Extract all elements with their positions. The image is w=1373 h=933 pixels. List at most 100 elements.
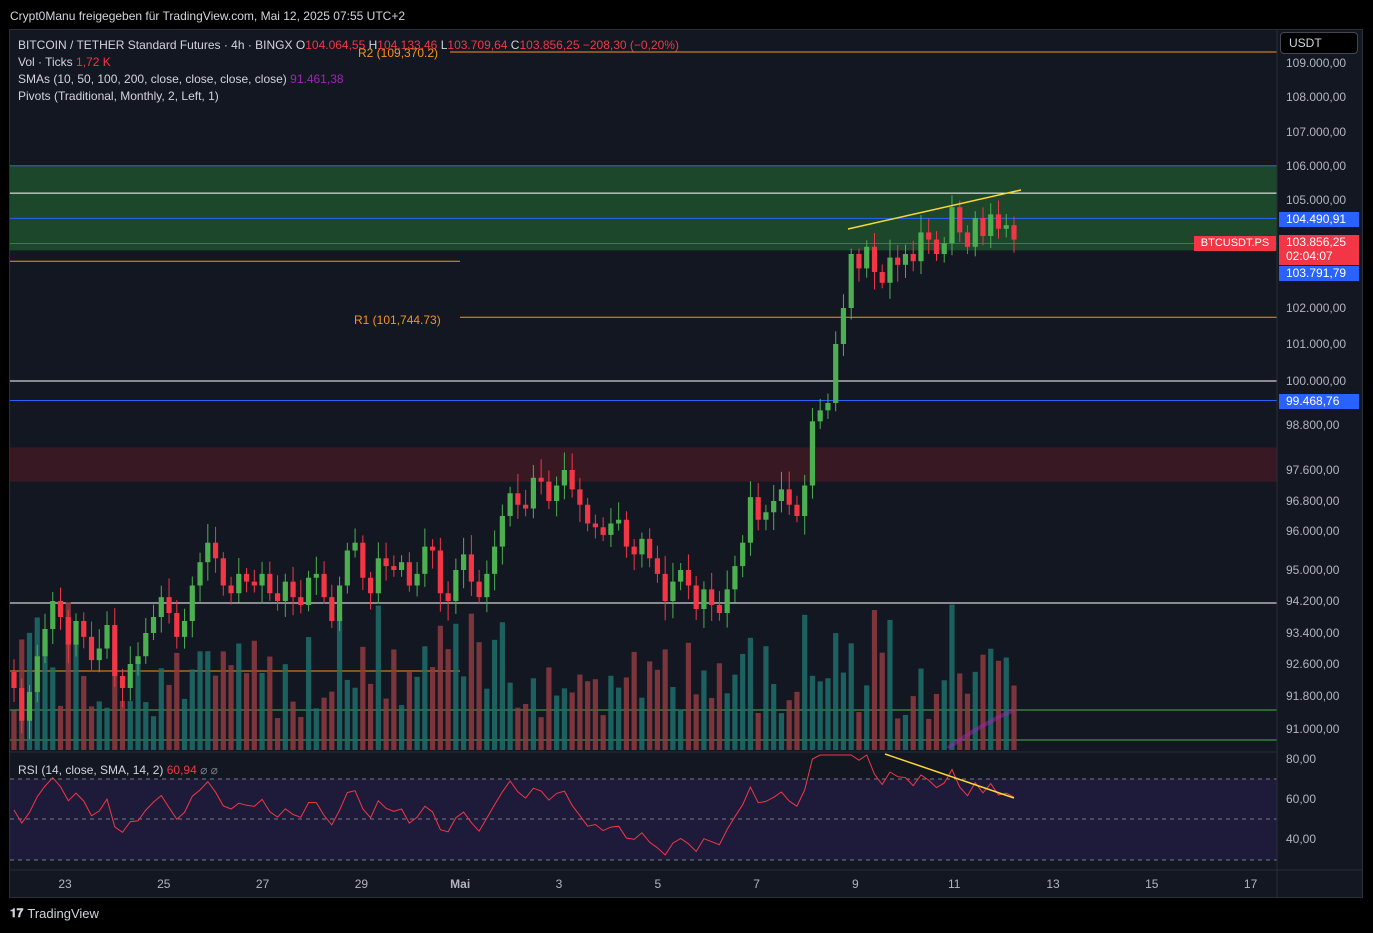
currency-selector[interactable]: USDT (1280, 32, 1358, 54)
volume-bar (670, 687, 676, 750)
share-header: Crypt0Manu freigegeben für TradingView.c… (10, 9, 406, 23)
candle-body (391, 566, 397, 570)
candle-body (856, 254, 862, 269)
volume-bar (189, 669, 195, 750)
candle-body (398, 562, 405, 570)
price-tag-level-a: 104.490,91 (1279, 212, 1359, 227)
candle-body (592, 523, 598, 528)
time-tick: 11 (947, 877, 961, 891)
candle-body (112, 625, 118, 676)
volume-bar (236, 643, 242, 750)
candle-body (941, 243, 947, 254)
last-price-tag: 103.856,25 02:04:07 (1279, 235, 1359, 265)
volume-bar (716, 663, 723, 750)
trend-line-upper (847, 189, 1022, 230)
candle-body (422, 546, 428, 574)
candle-body (546, 481, 552, 501)
price-tick: 96.800,00 (1286, 494, 1340, 508)
volume-bar (313, 708, 319, 750)
volume-bar (949, 604, 955, 750)
time-tick: 15 (1145, 877, 1159, 891)
candle-body (26, 692, 33, 721)
candle-body (755, 497, 761, 520)
footer-brand-name: TradingView (27, 906, 99, 921)
candle-body (282, 581, 288, 601)
pivot-r1-label: R1 (101,744.73) (354, 313, 441, 327)
volume-bar (398, 705, 405, 750)
candle-body (895, 257, 901, 265)
volume-bar (375, 605, 381, 750)
volume-bar (243, 673, 250, 750)
candle-body (127, 664, 133, 688)
last-price-value: 103.856,25 (1286, 235, 1347, 249)
candle-body (430, 546, 436, 551)
pivots-legend-row[interactable]: Pivots (Traditional, Monthly, 2, Left, 1… (18, 88, 679, 105)
price-tick: 109.000,00 (1286, 56, 1347, 70)
candle-body (166, 597, 172, 613)
candle-body (360, 542, 366, 578)
candle-body (189, 585, 195, 621)
candle-body (259, 573, 265, 586)
volume-bar (453, 623, 459, 750)
volume-bar (50, 667, 56, 750)
volume-bar (724, 693, 730, 750)
time-tick: 23 (58, 877, 72, 891)
volume-bar (499, 622, 505, 750)
volume-bar (127, 701, 133, 750)
volume-bar (220, 651, 226, 750)
candle-body (267, 573, 273, 594)
volume-bar (825, 678, 831, 750)
price-tick: 102.000,00 (1286, 301, 1347, 315)
volume-bar (957, 673, 963, 750)
change-value: −208,30 (−0,20%) (582, 38, 679, 52)
volume-bar (298, 717, 304, 750)
volume-bar (879, 652, 885, 750)
volume-bar (228, 665, 234, 750)
candle-body (740, 542, 746, 567)
candle-body (321, 573, 327, 598)
rsi-legend[interactable]: RSI (14, close, SMA, 14, 2) 60,94 ⌀ ⌀ (18, 763, 218, 777)
volume-bar (732, 674, 738, 750)
pivots-label: Pivots (Traditional, Monthly, 2, Left, 1… (18, 89, 219, 103)
candle-body (468, 554, 474, 582)
price-tick: 95.000,00 (1286, 563, 1340, 577)
volume-bar (778, 713, 785, 750)
price-tick: 100.000,00 (1286, 374, 1347, 388)
volume-bar (546, 667, 552, 750)
close-label: C (510, 38, 520, 52)
volume-legend-row[interactable]: Vol · Ticks 1,72 K (18, 54, 679, 71)
volume-bar (11, 710, 17, 750)
volume-bar (205, 651, 211, 750)
price-tick: 94.200,00 (1286, 594, 1340, 608)
volume-bar (336, 616, 343, 750)
volume-bar (740, 653, 746, 750)
candle-body (383, 558, 389, 567)
volume-bar (181, 698, 188, 750)
candle-body (212, 542, 219, 559)
candle-body (11, 672, 17, 688)
symbol-legend-row[interactable]: BITCOIN / TETHER Standard Futures · 4h ·… (18, 37, 679, 54)
price-tick: 91.800,00 (1286, 689, 1340, 703)
footer-brand: 𝟏𝟕 TradingView (10, 906, 99, 921)
volume-bar (81, 675, 87, 750)
volume-bar (561, 688, 567, 750)
candle-body (197, 562, 203, 586)
candle-body (476, 581, 482, 598)
volume-bar (647, 661, 653, 750)
sma-legend-row[interactable]: SMAs (10, 50, 100, 200, close, close, cl… (18, 71, 679, 88)
candle-body (298, 597, 304, 605)
volume-bar (104, 707, 110, 750)
volume-bar (430, 667, 436, 750)
volume-bar (933, 693, 940, 750)
candle-body (879, 272, 885, 283)
volume-bar (468, 613, 474, 750)
volume-bar (461, 676, 467, 750)
candle-body (616, 519, 622, 524)
volume-bar (786, 700, 792, 750)
price-tick: 98.800,00 (1286, 418, 1340, 432)
volume-bar (476, 642, 482, 750)
volume-bar (174, 652, 180, 750)
candle-body (492, 546, 498, 574)
candle-body (453, 570, 459, 601)
